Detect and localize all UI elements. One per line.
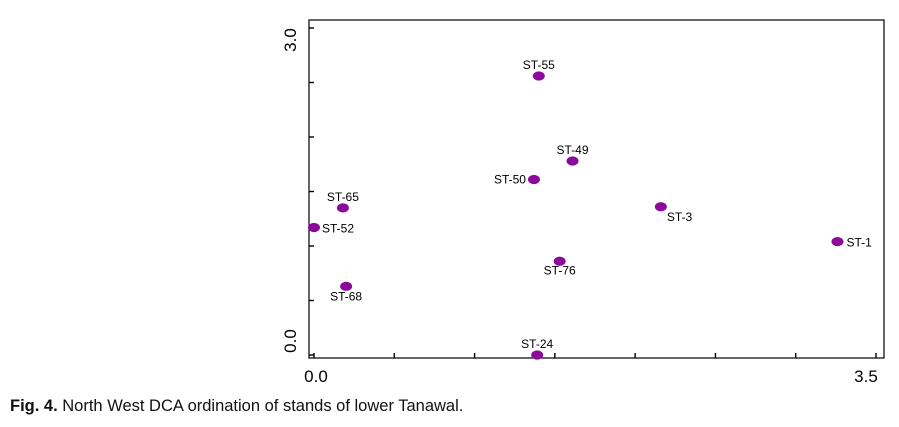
- point-st-76: [553, 256, 566, 266]
- label-st-24: ST-24: [521, 337, 553, 351]
- dca-scatter-chart: 0.0 3.50.03.0 ST-55ST-49ST-50ST-65ST-52ST…: [281, 19, 885, 386]
- point-st-50: [527, 174, 540, 185]
- plot-frame: [308, 19, 885, 359]
- axis-ticks: [309, 27, 877, 358]
- y-tick-label-max: 3.0: [281, 28, 300, 52]
- label-st-65: ST-65: [327, 190, 359, 204]
- point-st-1: [831, 237, 844, 247]
- label-st-55: ST-55: [523, 58, 555, 72]
- label-st-76: ST-76: [544, 263, 576, 277]
- point-st-55: [532, 71, 545, 81]
- label-st-68: ST-68: [330, 289, 362, 303]
- label-st-1: ST-1: [846, 236, 872, 250]
- point-st-68: [340, 281, 353, 291]
- label-st-3: ST-3: [667, 210, 693, 224]
- point-st-49: [566, 156, 579, 166]
- figure-caption: Fig. 4. North West DCA ordination of sta…: [10, 397, 463, 416]
- label-st-52: ST-52: [322, 221, 354, 235]
- point-st-24: [531, 350, 544, 360]
- point-labels: ST-55 ST-49 ST-50 ST-65 ST-52 ST-3 ST-1 ST-76 ST…: [322, 58, 872, 351]
- y-tick-label-min: 0.0: [281, 329, 300, 353]
- label-st-49: ST-49: [557, 143, 589, 157]
- point-st-65: [336, 203, 349, 213]
- data-points: [308, 71, 844, 360]
- point-st-3: [654, 202, 667, 212]
- x-tick-label-max: 3.5: [854, 367, 878, 386]
- axis-tick-labels: 0.0 3.5 0.0 3.0: [281, 28, 878, 386]
- point-st-52: [308, 222, 320, 233]
- label-st-50: ST-50: [494, 173, 526, 187]
- figure-caption-text: North West DCA ordination of stands of l…: [57, 397, 464, 415]
- figure-caption-label: Fig. 4.: [10, 397, 58, 415]
- x-tick-label-min: 0.0: [304, 367, 328, 386]
